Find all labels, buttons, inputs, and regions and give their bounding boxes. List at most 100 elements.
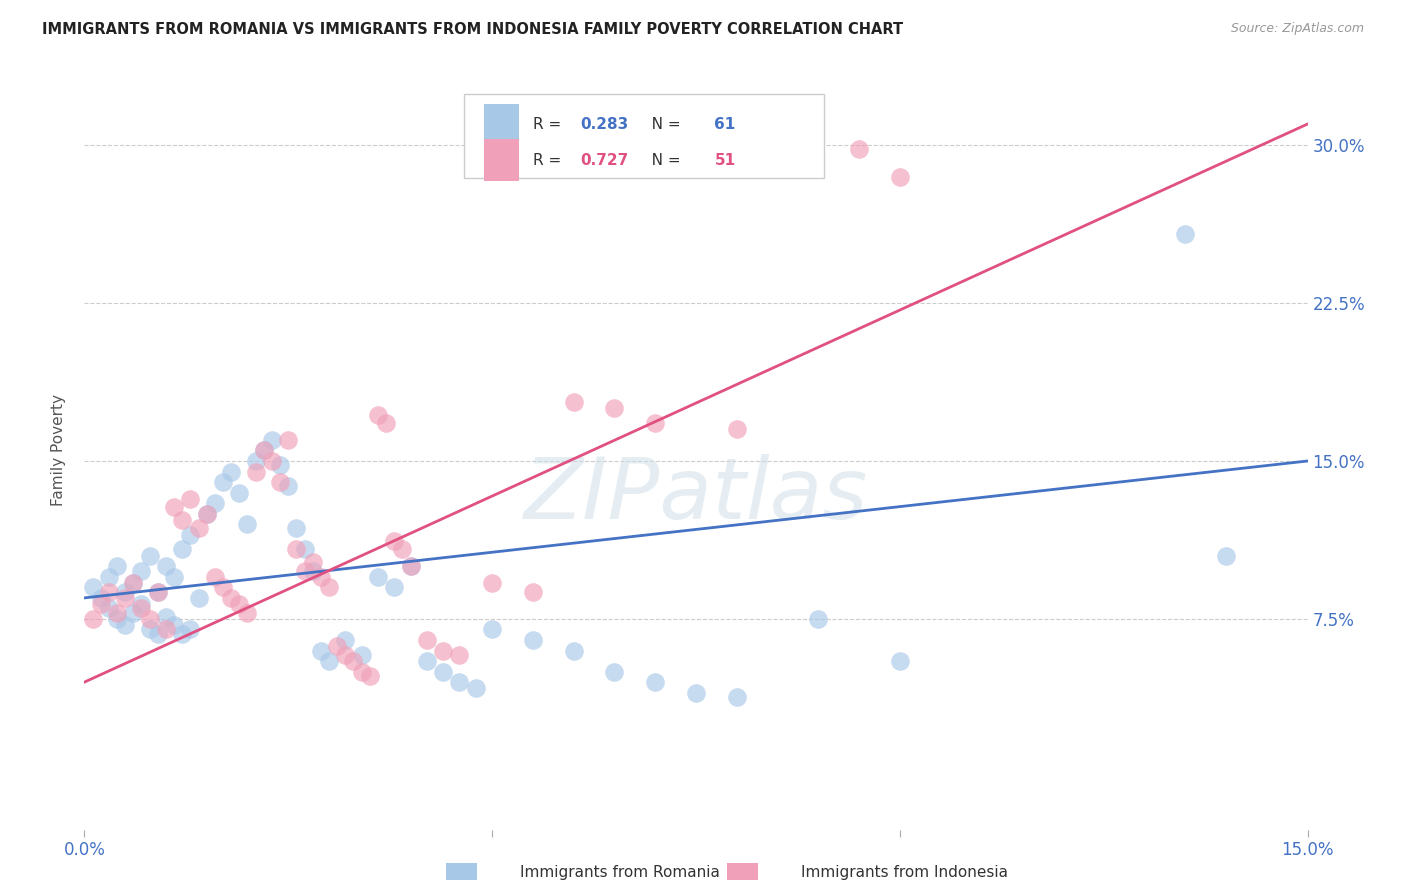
Bar: [484, 103, 519, 145]
Text: R =: R =: [533, 117, 567, 132]
Point: [481, 576, 503, 591]
Point: [301, 564, 323, 578]
Point: [146, 584, 169, 599]
Bar: [484, 139, 519, 181]
Point: [603, 665, 626, 679]
Point: [1215, 549, 1237, 563]
Point: [889, 169, 911, 184]
Point: [82, 612, 104, 626]
Point: [432, 665, 454, 679]
Point: [522, 584, 544, 599]
Point: [375, 416, 398, 430]
Point: [236, 517, 259, 532]
Point: [97, 601, 120, 615]
Point: [163, 500, 186, 515]
Point: [318, 654, 340, 668]
FancyBboxPatch shape: [464, 95, 824, 178]
Point: [122, 576, 145, 591]
Point: [260, 433, 283, 447]
Point: [725, 422, 748, 436]
Text: Immigrants from Romania: Immigrants from Romania: [520, 865, 720, 880]
Point: [350, 648, 373, 662]
Point: [359, 669, 381, 683]
Point: [1174, 227, 1197, 241]
Point: [138, 549, 160, 563]
Point: [367, 408, 389, 422]
Point: [212, 475, 235, 489]
Point: [114, 584, 136, 599]
Point: [481, 623, 503, 637]
Point: [342, 654, 364, 668]
Point: [391, 542, 413, 557]
Point: [522, 633, 544, 648]
Point: [260, 454, 283, 468]
Point: [163, 570, 186, 584]
Point: [335, 633, 357, 648]
Point: [179, 527, 201, 541]
Point: [277, 433, 299, 447]
Point: [219, 591, 242, 605]
Point: [187, 591, 209, 605]
Point: [131, 601, 153, 615]
Point: [155, 610, 177, 624]
Point: [382, 580, 405, 594]
Point: [326, 640, 349, 654]
Point: [195, 507, 218, 521]
Point: [138, 623, 160, 637]
Text: R =: R =: [533, 153, 567, 168]
Point: [172, 626, 194, 640]
Point: [562, 395, 585, 409]
Point: [285, 542, 308, 557]
Point: [122, 576, 145, 591]
Point: [172, 513, 194, 527]
Point: [236, 606, 259, 620]
Point: [114, 618, 136, 632]
Point: [131, 597, 153, 611]
Point: [114, 591, 136, 605]
Point: [90, 597, 112, 611]
Point: [603, 401, 626, 416]
Point: [187, 521, 209, 535]
Point: [318, 580, 340, 594]
Text: N =: N =: [637, 153, 686, 168]
Point: [432, 643, 454, 657]
Point: [277, 479, 299, 493]
Point: [294, 564, 316, 578]
Text: 51: 51: [714, 153, 735, 168]
Point: [253, 443, 276, 458]
Point: [644, 675, 666, 690]
Point: [644, 416, 666, 430]
Point: [212, 580, 235, 594]
Text: Immigrants from Indonesia: Immigrants from Indonesia: [801, 865, 1008, 880]
Point: [416, 654, 439, 668]
Y-axis label: Family Poverty: Family Poverty: [51, 394, 66, 507]
Point: [172, 542, 194, 557]
Point: [122, 606, 145, 620]
Point: [449, 648, 471, 662]
Point: [285, 521, 308, 535]
Point: [228, 597, 250, 611]
Text: 0.283: 0.283: [579, 117, 628, 132]
Point: [399, 559, 422, 574]
Point: [335, 648, 357, 662]
Point: [179, 491, 201, 506]
Point: [269, 458, 291, 473]
Point: [105, 559, 128, 574]
Point: [204, 570, 226, 584]
Point: [725, 690, 748, 704]
Point: [245, 454, 267, 468]
Text: N =: N =: [637, 117, 686, 132]
Point: [219, 465, 242, 479]
Text: 61: 61: [714, 117, 735, 132]
Point: [155, 559, 177, 574]
Point: [195, 507, 218, 521]
Text: 0.727: 0.727: [579, 153, 628, 168]
Point: [138, 612, 160, 626]
Point: [82, 580, 104, 594]
Point: [309, 643, 332, 657]
Point: [399, 559, 422, 574]
Point: [309, 570, 332, 584]
Point: [889, 654, 911, 668]
Point: [97, 584, 120, 599]
Point: [131, 564, 153, 578]
